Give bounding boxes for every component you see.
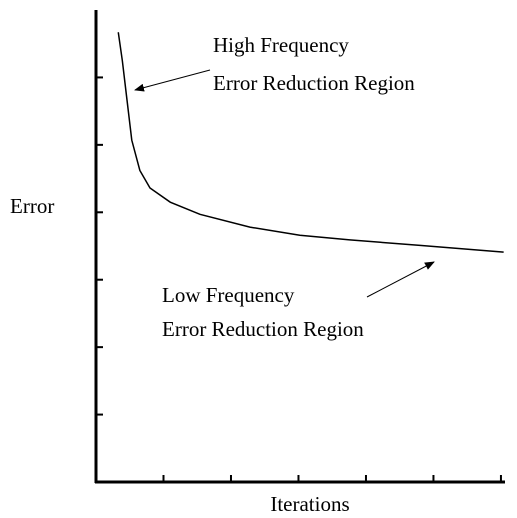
annotation: High Frequency: [213, 33, 349, 57]
annotation: Low Frequency: [162, 283, 295, 307]
arrow: [366, 261, 435, 298]
annotation: Error Reduction Region: [213, 71, 415, 95]
line: [117, 32, 504, 253]
arrow: [134, 69, 211, 92]
x-axis-label: Iterations: [270, 492, 349, 516]
y-axis-label: Error: [10, 194, 54, 218]
annotation: Error Reduction Region: [162, 317, 364, 341]
